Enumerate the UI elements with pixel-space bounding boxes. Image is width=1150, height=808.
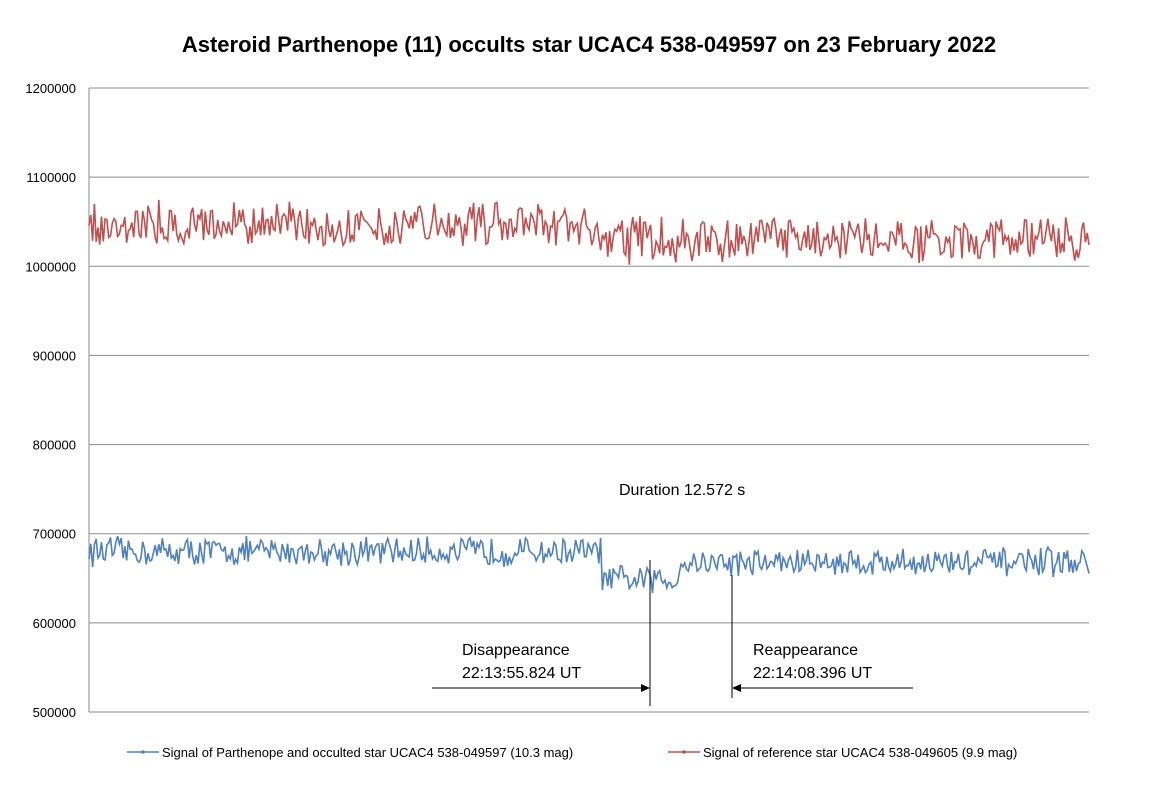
legend-label-occulted-star: Signal of Parthenope and occulted star U…: [162, 745, 573, 760]
grid: [89, 87, 1089, 624]
series-line-reference-star: [88, 199, 1090, 265]
y-tick-label: 800000: [33, 438, 76, 453]
y-tick-label: 1100000: [26, 170, 76, 185]
y-tick-label: 1000000: [25, 259, 76, 274]
disappearance-time: 22:13:55.824 UT: [462, 665, 581, 682]
series-line-occulted-star: [88, 535, 1090, 593]
duration-annotation: Duration 12.572 s: [619, 482, 745, 499]
y-tick-label: 700000: [33, 527, 76, 542]
disappearance-arrowhead: [641, 684, 650, 692]
reappearance-time: 22:14:08.396 UT: [753, 665, 872, 682]
legend-marker-occulted-star: [141, 750, 145, 754]
y-tick-label: 600000: [33, 616, 76, 631]
y-tick-label: 500000: [33, 705, 76, 720]
legend-label-reference-star: Signal of reference star UCAC4 538-04960…: [703, 745, 1017, 760]
y-tick-label: 900000: [33, 348, 76, 363]
legend-marker-reference-star: [682, 750, 686, 754]
reappearance-label: Reappearance: [753, 642, 858, 659]
reappearance-arrowhead: [732, 684, 741, 692]
legend: Signal of Parthenope and occulted star U…: [127, 745, 1017, 760]
y-axis-ticks: 1200000 1100000 1000000 900000 800000 700000 6…: [25, 81, 76, 720]
disappearance-label: Disappearance: [462, 642, 570, 659]
chart-title: Asteroid Parthenope (11) occults star UC…: [182, 32, 996, 57]
y-tick-label: 1200000: [25, 81, 76, 96]
